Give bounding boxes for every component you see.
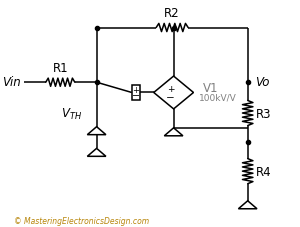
Text: R2: R2 (164, 7, 180, 20)
Text: R1: R1 (52, 62, 68, 75)
Text: 100kV/V: 100kV/V (199, 93, 237, 102)
Text: V1: V1 (203, 82, 219, 95)
Text: +: + (132, 86, 139, 95)
Text: R3: R3 (256, 107, 271, 120)
Bar (132, 85, 140, 101)
Text: Vo: Vo (255, 75, 269, 88)
Text: −: − (132, 91, 140, 101)
Text: $V_{TH}$: $V_{TH}$ (61, 106, 82, 121)
Text: R4: R4 (256, 165, 272, 178)
Text: +: + (167, 84, 175, 94)
Text: −: − (166, 93, 175, 103)
Text: © MasteringElectronicsDesign.com: © MasteringElectronicsDesign.com (14, 216, 149, 225)
Text: Vin: Vin (2, 75, 21, 88)
